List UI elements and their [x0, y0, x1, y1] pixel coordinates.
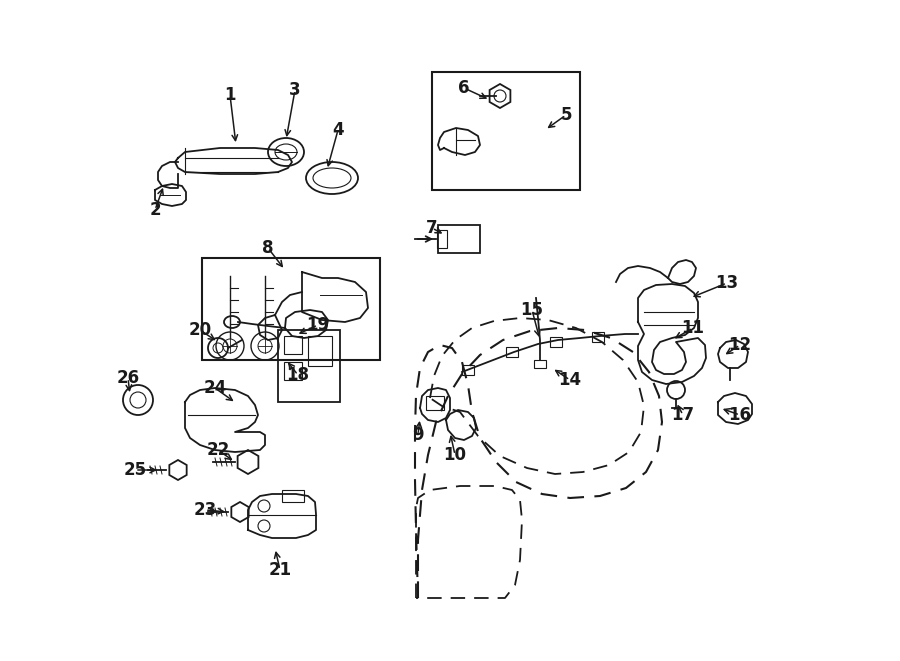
Bar [462, 365, 474, 375]
Text: 15: 15 [520, 301, 544, 319]
Text: 5: 5 [560, 106, 572, 124]
Ellipse shape [306, 162, 358, 194]
Text: 13: 13 [716, 274, 739, 292]
Text: 12: 12 [728, 336, 752, 354]
Text: 7: 7 [427, 219, 437, 237]
Text: 17: 17 [671, 406, 695, 424]
Bar [592, 332, 604, 342]
Text: 23: 23 [194, 501, 217, 519]
Bar [432, 72, 580, 190]
Bar [438, 225, 480, 253]
Bar [282, 490, 304, 502]
Text: 1: 1 [224, 86, 236, 104]
Text: 16: 16 [728, 406, 752, 424]
Text: 11: 11 [681, 319, 705, 337]
Text: 8: 8 [262, 239, 274, 257]
Text: 24: 24 [203, 379, 227, 397]
Bar [437, 230, 447, 248]
Text: 14: 14 [558, 371, 581, 389]
Text: 2: 2 [149, 201, 161, 219]
Bar [284, 336, 302, 354]
Text: 26: 26 [116, 369, 140, 387]
Text: 10: 10 [444, 446, 466, 464]
Bar [308, 336, 332, 366]
Text: 20: 20 [188, 321, 212, 339]
Bar [550, 337, 562, 347]
Text: 6: 6 [458, 79, 470, 97]
Text: 21: 21 [268, 561, 292, 579]
Bar [426, 396, 444, 410]
Text: 4: 4 [332, 121, 344, 139]
Bar [534, 360, 546, 368]
Text: 3: 3 [289, 81, 301, 99]
Text: 18: 18 [286, 366, 310, 384]
Text: 22: 22 [206, 441, 230, 459]
Bar [202, 258, 380, 360]
Text: 19: 19 [306, 316, 329, 334]
Bar [278, 330, 340, 402]
Bar [284, 362, 302, 380]
Text: 25: 25 [123, 461, 147, 479]
Bar [506, 347, 518, 357]
Text: 9: 9 [412, 426, 424, 444]
